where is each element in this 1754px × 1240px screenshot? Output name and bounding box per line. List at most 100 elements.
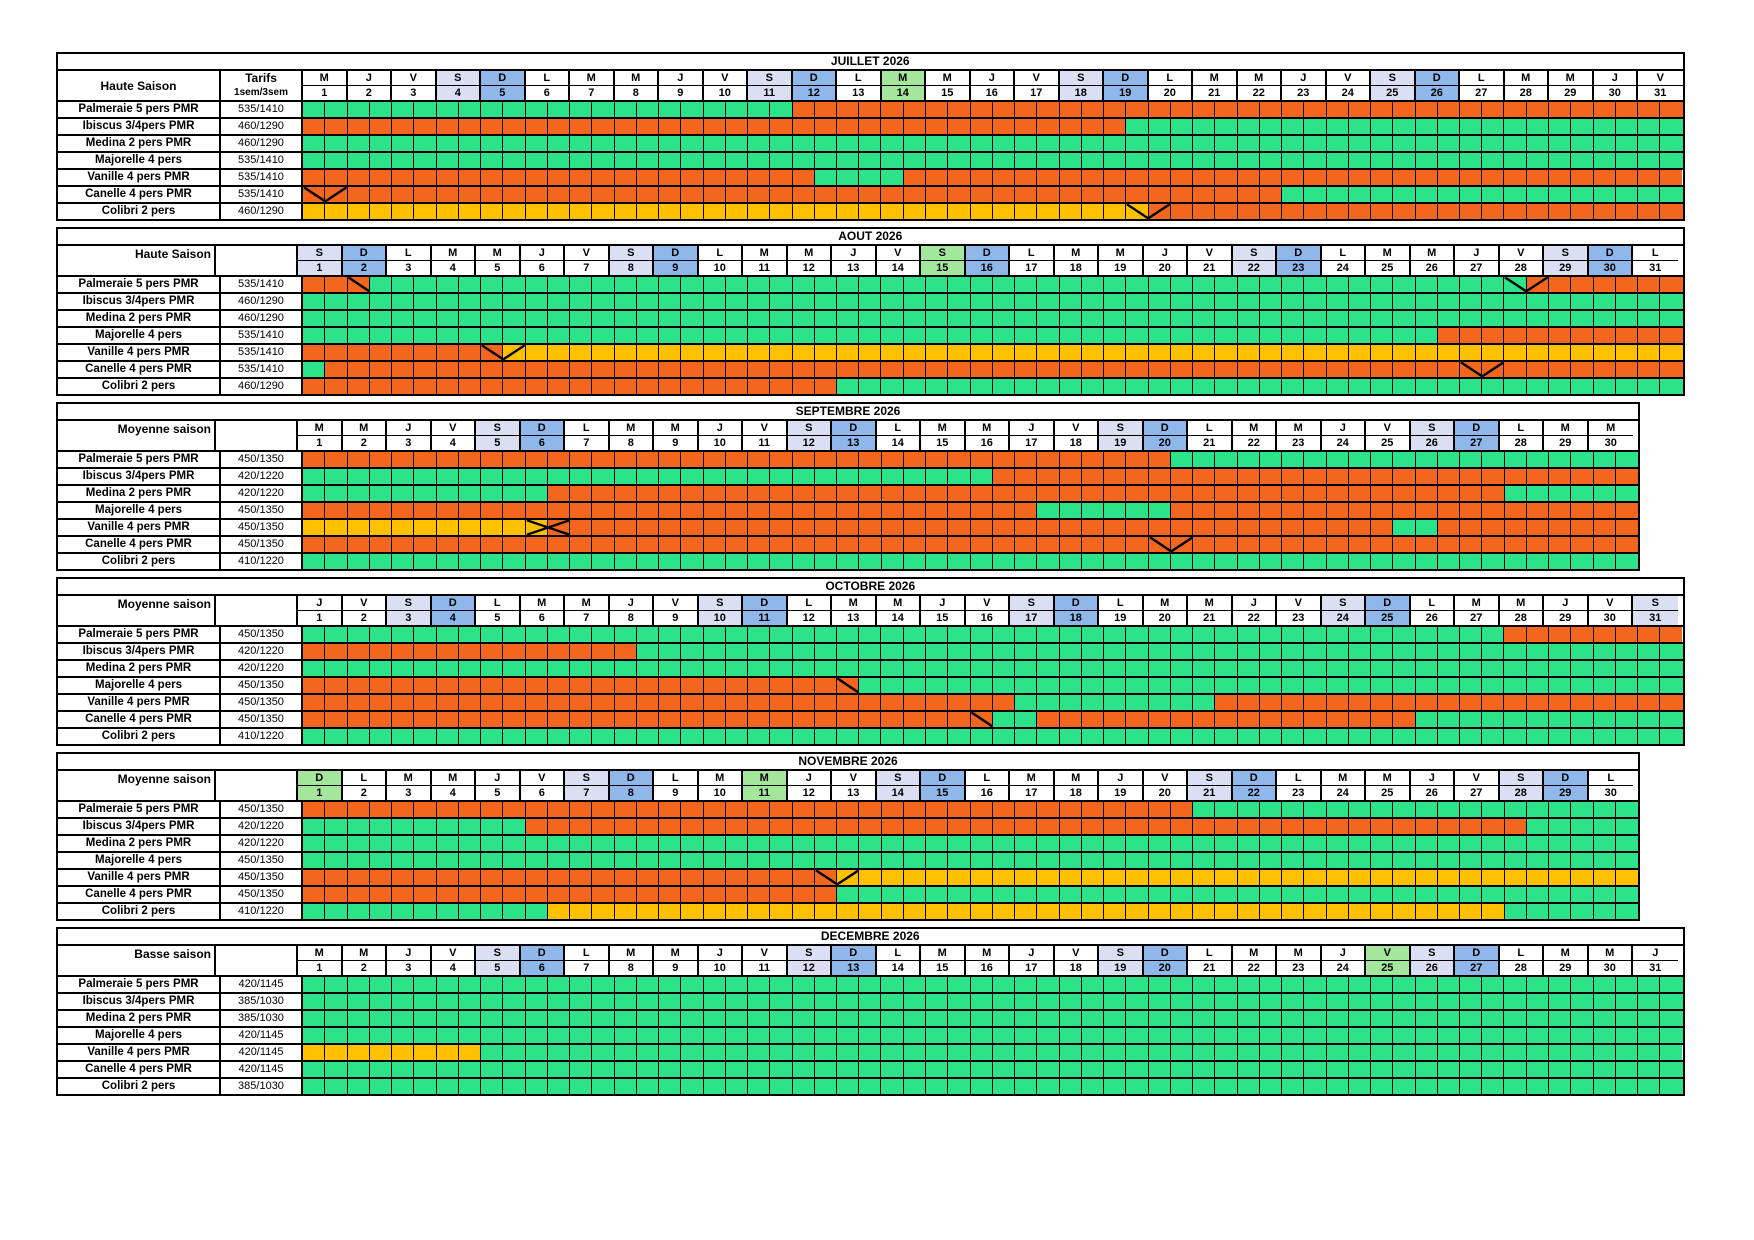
day-number-cell[interactable]: 1: [298, 261, 341, 275]
availability-segment[interactable]: [303, 695, 1015, 710]
day-number-cell[interactable]: 27: [1460, 86, 1503, 100]
day-number-cell[interactable]: 31: [1638, 86, 1683, 100]
day-letter-cell[interactable]: D: [1588, 246, 1631, 261]
availability-segment[interactable]: [303, 554, 1638, 569]
day-letter-cell[interactable]: J: [698, 421, 741, 436]
day-number-cell[interactable]: 25: [1366, 436, 1409, 450]
day-letter-cell[interactable]: S: [1410, 421, 1453, 436]
day-number-cell[interactable]: 23: [1282, 86, 1325, 100]
availability-segment[interactable]: [303, 170, 815, 185]
day-letter-cell[interactable]: M: [1277, 946, 1320, 961]
day-number-cell[interactable]: 20: [1143, 436, 1186, 450]
day-letter-cell[interactable]: L: [1188, 421, 1231, 436]
day-letter-cell[interactable]: V: [1588, 596, 1631, 611]
day-letter-cell[interactable]: V: [876, 246, 919, 261]
day-letter-cell[interactable]: L: [1148, 71, 1191, 86]
day-letter-cell[interactable]: M: [303, 71, 346, 86]
day-number-cell[interactable]: 26: [1415, 86, 1458, 100]
availability-segment[interactable]: [1437, 328, 1683, 343]
day-number-cell[interactable]: 10: [698, 436, 741, 450]
day-number-cell[interactable]: 9: [654, 261, 697, 275]
day-letter-cell[interactable]: M: [1054, 246, 1097, 261]
day-number-cell[interactable]: 9: [654, 611, 697, 625]
day-letter-cell[interactable]: D: [1054, 596, 1097, 611]
day-number-cell[interactable]: 14: [876, 436, 919, 450]
day-letter-cell[interactable]: M: [520, 596, 563, 611]
day-letter-cell[interactable]: L: [387, 246, 430, 261]
day-letter-cell[interactable]: J: [698, 946, 741, 961]
day-letter-cell[interactable]: D: [1143, 421, 1186, 436]
day-letter-cell[interactable]: J: [298, 596, 341, 611]
day-letter-cell[interactable]: L: [876, 421, 919, 436]
day-letter-cell[interactable]: M: [1277, 421, 1320, 436]
availability-segment[interactable]: [1393, 520, 1438, 535]
day-number-cell[interactable]: 5: [476, 436, 519, 450]
availability-segment[interactable]: [1037, 503, 1171, 518]
day-number-cell[interactable]: 11: [743, 961, 786, 975]
day-number-cell[interactable]: 23: [1277, 436, 1320, 450]
day-number-cell[interactable]: 1: [298, 611, 341, 625]
availability-segment[interactable]: [303, 328, 1438, 343]
day-letter-cell[interactable]: S: [1321, 596, 1364, 611]
day-number-cell[interactable]: 4: [431, 961, 474, 975]
availability-segment[interactable]: [303, 187, 1282, 202]
day-letter-cell[interactable]: M: [921, 421, 964, 436]
day-number-cell[interactable]: 10: [698, 786, 741, 800]
day-number-cell[interactable]: 28: [1504, 86, 1547, 100]
day-number-cell[interactable]: 9: [654, 786, 697, 800]
availability-segment[interactable]: [303, 119, 1127, 134]
day-letter-cell[interactable]: S: [1410, 946, 1453, 961]
day-letter-cell[interactable]: M: [342, 946, 385, 961]
availability-segment[interactable]: [303, 486, 548, 501]
day-number-cell[interactable]: 31: [1633, 261, 1678, 275]
day-number-cell[interactable]: 27: [1455, 261, 1498, 275]
day-number-cell[interactable]: 9: [659, 86, 702, 100]
day-number-cell[interactable]: 30: [1588, 786, 1633, 800]
day-letter-cell[interactable]: M: [1455, 596, 1498, 611]
day-number-cell[interactable]: 12: [787, 611, 830, 625]
day-number-cell[interactable]: 30: [1588, 436, 1633, 450]
availability-segment[interactable]: [303, 819, 526, 834]
day-number-cell[interactable]: 14: [876, 961, 919, 975]
day-number-cell[interactable]: 26: [1410, 961, 1453, 975]
day-number-cell[interactable]: 1: [303, 86, 346, 100]
day-letter-cell[interactable]: D: [1544, 771, 1587, 786]
day-letter-cell[interactable]: V: [1455, 771, 1498, 786]
day-number-cell[interactable]: 20: [1143, 961, 1186, 975]
day-number-cell[interactable]: 28: [1499, 786, 1542, 800]
day-letter-cell[interactable]: D: [832, 421, 875, 436]
day-letter-cell[interactable]: S: [1544, 246, 1587, 261]
day-number-cell[interactable]: 27: [1455, 786, 1498, 800]
day-letter-cell[interactable]: M: [614, 71, 657, 86]
day-letter-cell[interactable]: J: [1143, 246, 1186, 261]
day-letter-cell[interactable]: L: [476, 596, 519, 611]
day-letter-cell[interactable]: D: [921, 771, 964, 786]
day-number-cell[interactable]: 11: [743, 611, 786, 625]
day-number-cell[interactable]: 29: [1544, 261, 1587, 275]
day-number-cell[interactable]: 21: [1188, 436, 1231, 450]
day-letter-cell[interactable]: M: [1188, 596, 1231, 611]
day-letter-cell[interactable]: M: [743, 246, 786, 261]
day-letter-cell[interactable]: D: [431, 596, 474, 611]
day-letter-cell[interactable]: S: [1099, 421, 1142, 436]
day-letter-cell[interactable]: S: [876, 771, 919, 786]
day-number-cell[interactable]: 29: [1544, 786, 1587, 800]
day-letter-cell[interactable]: M: [1193, 71, 1236, 86]
day-letter-cell[interactable]: J: [659, 71, 702, 86]
availability-segment[interactable]: [303, 537, 1638, 552]
day-number-cell[interactable]: 5: [476, 611, 519, 625]
day-number-cell[interactable]: 18: [1059, 86, 1102, 100]
day-letter-cell[interactable]: S: [1099, 946, 1142, 961]
day-number-cell[interactable]: 29: [1544, 436, 1587, 450]
day-number-cell[interactable]: 18: [1054, 786, 1097, 800]
day-letter-cell[interactable]: M: [431, 771, 474, 786]
day-number-cell[interactable]: 21: [1188, 786, 1231, 800]
day-letter-cell[interactable]: V: [703, 71, 746, 86]
day-letter-cell[interactable]: L: [1499, 946, 1542, 961]
day-letter-cell[interactable]: D: [342, 246, 385, 261]
day-letter-cell[interactable]: V: [832, 771, 875, 786]
day-number-cell[interactable]: 24: [1321, 436, 1364, 450]
day-letter-cell[interactable]: D: [832, 946, 875, 961]
day-letter-cell[interactable]: S: [298, 246, 341, 261]
day-number-cell[interactable]: 5: [476, 961, 519, 975]
